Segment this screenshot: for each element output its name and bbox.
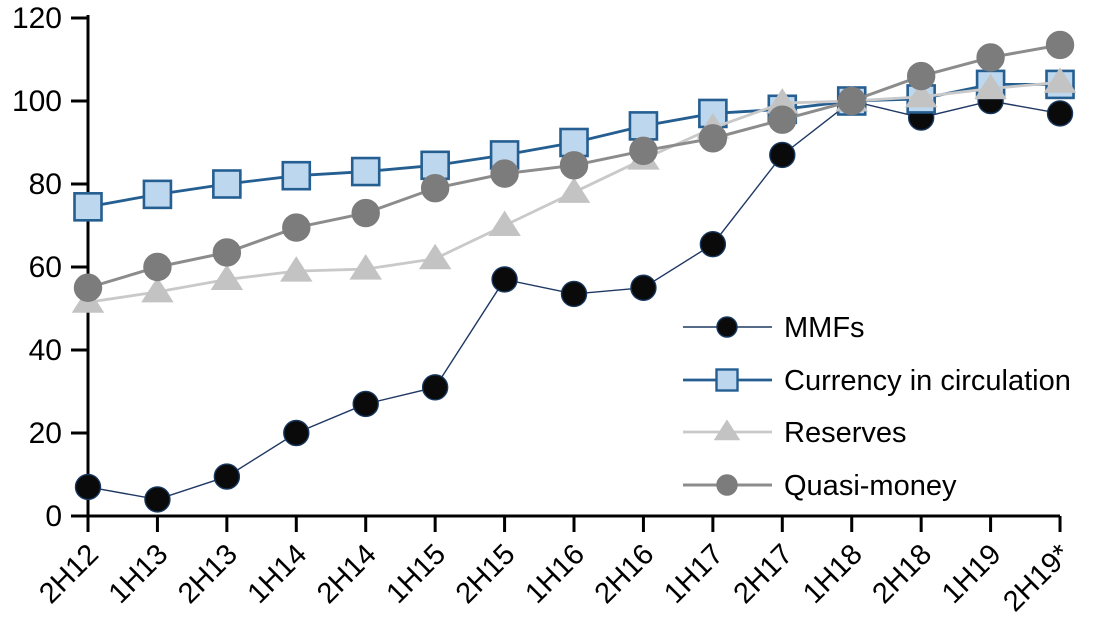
data-point-marker — [630, 274, 657, 301]
data-point-marker — [142, 179, 173, 210]
legend-label: MMFs — [784, 312, 865, 344]
data-point-marker — [976, 43, 1005, 72]
data-point-marker — [351, 198, 380, 228]
legend-label: Reserves — [784, 417, 907, 449]
x-tick-label: 1H15 — [380, 538, 452, 610]
x-tick-label: 1H19 — [936, 538, 1008, 610]
y-tick-label: 60 — [29, 251, 62, 284]
data-point-marker — [210, 264, 244, 290]
data-point-marker — [212, 169, 242, 199]
data-point-marker — [141, 276, 174, 303]
legend-item-currency-in-circulation: Currency in circulation — [683, 365, 1071, 397]
data-point-marker — [212, 238, 242, 267]
x-tick-label: 1H17 — [658, 538, 730, 610]
data-point-marker — [559, 151, 589, 180]
data-point-marker — [1045, 30, 1075, 60]
legend: MMFs Currency in circulation Reserves Quasi… — [683, 312, 1071, 502]
data-point-marker — [906, 61, 936, 91]
x-tick-label: 1H13 — [103, 538, 175, 610]
y-tick-label: 80 — [29, 168, 62, 201]
data-point-marker — [74, 473, 102, 501]
data-point-marker — [418, 243, 452, 270]
data-point-marker — [699, 230, 727, 258]
x-tick-label: 1H16 — [519, 538, 591, 610]
data-point-marker — [280, 256, 313, 282]
data-point-marker — [769, 141, 796, 169]
x-tick-label: 2H12 — [33, 538, 105, 610]
data-point-marker — [488, 210, 521, 237]
legend-marker-square-icon — [715, 368, 739, 392]
data-point-marker — [213, 463, 241, 490]
y-tick-label: 100 — [12, 85, 62, 118]
x-tick-label: 2H16 — [589, 538, 661, 610]
legend-item-quasi-money: Quasi-money — [683, 470, 957, 502]
data-point-marker — [350, 156, 381, 187]
y-tick-label: 0 — [45, 500, 62, 533]
data-point-marker — [837, 86, 866, 116]
data-point-marker — [73, 273, 103, 302]
x-tick-label: 2H15 — [450, 538, 522, 610]
legend-item-mmfs: MMFs — [683, 312, 865, 344]
data-point-marker — [349, 254, 382, 280]
x-tick-label: 2H18 — [866, 538, 938, 610]
x-tick-label: 1H14 — [242, 538, 314, 610]
x-tick-label: 2H19* — [997, 538, 1077, 618]
data-point-marker — [768, 105, 797, 134]
data-point-marker — [904, 81, 938, 108]
data-point-marker — [420, 173, 450, 203]
data-point-marker — [1043, 67, 1077, 93]
data-point-marker — [491, 266, 518, 293]
x-tick-label: 1H18 — [797, 538, 869, 610]
data-point-marker — [629, 136, 658, 166]
data-point-marker — [421, 374, 449, 401]
y-tick-label: 40 — [29, 334, 62, 367]
data-point-marker — [73, 192, 103, 222]
data-point-marker — [143, 252, 172, 282]
x-tick-label: 2H13 — [172, 538, 244, 610]
data-point-marker — [1046, 100, 1074, 127]
legend-marker-circle-icon — [716, 474, 738, 496]
data-point-marker — [974, 73, 1007, 100]
data-point-marker — [490, 159, 519, 188]
y-tick-label: 120 — [12, 2, 62, 35]
data-point-marker — [282, 213, 311, 242]
legend-label: Quasi-money — [784, 470, 957, 502]
data-point-marker — [352, 390, 379, 418]
data-point-marker — [560, 280, 588, 308]
data-point-marker — [281, 160, 312, 191]
x-tick-label: 2H14 — [311, 538, 383, 610]
x-tick-label: 2H17 — [728, 538, 800, 610]
legend-item-reserves: Reserves — [683, 417, 907, 449]
series-quasi-money — [73, 30, 1075, 302]
legend-label: Currency in circulation — [784, 365, 1071, 397]
data-point-marker — [698, 124, 728, 153]
data-point-marker — [557, 177, 591, 203]
legend-marker-triangle-icon — [713, 419, 741, 441]
data-point-marker — [628, 111, 659, 141]
data-point-marker — [144, 486, 171, 513]
data-point-marker — [283, 419, 310, 447]
legend-marker-circle-icon — [716, 316, 738, 338]
y-tick-label: 20 — [29, 417, 62, 450]
